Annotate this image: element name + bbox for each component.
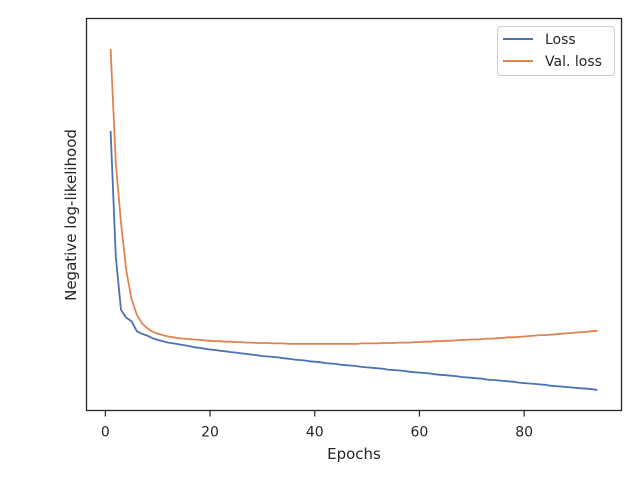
x-tick-label: 0 xyxy=(101,425,110,441)
series-layer xyxy=(109,48,598,391)
x-axis-label: Epochs xyxy=(327,445,381,463)
legend: Loss Val. loss xyxy=(497,26,615,76)
x-tick-label: 20 xyxy=(201,425,219,441)
legend-label-val-loss: Val. loss xyxy=(545,54,602,70)
series-line-loss xyxy=(109,130,598,391)
series-line-val-loss xyxy=(109,48,598,345)
plot-area xyxy=(85,17,623,412)
x-axis-ticks: 0 20 40 60 80 xyxy=(101,410,533,441)
legend-label-loss: Loss xyxy=(545,32,576,48)
x-tick-label: 80 xyxy=(515,425,533,441)
y-axis-label: Negative log-likelihood xyxy=(62,129,80,301)
x-tick-label: 60 xyxy=(411,425,429,441)
x-tick-label: 40 xyxy=(306,425,324,441)
